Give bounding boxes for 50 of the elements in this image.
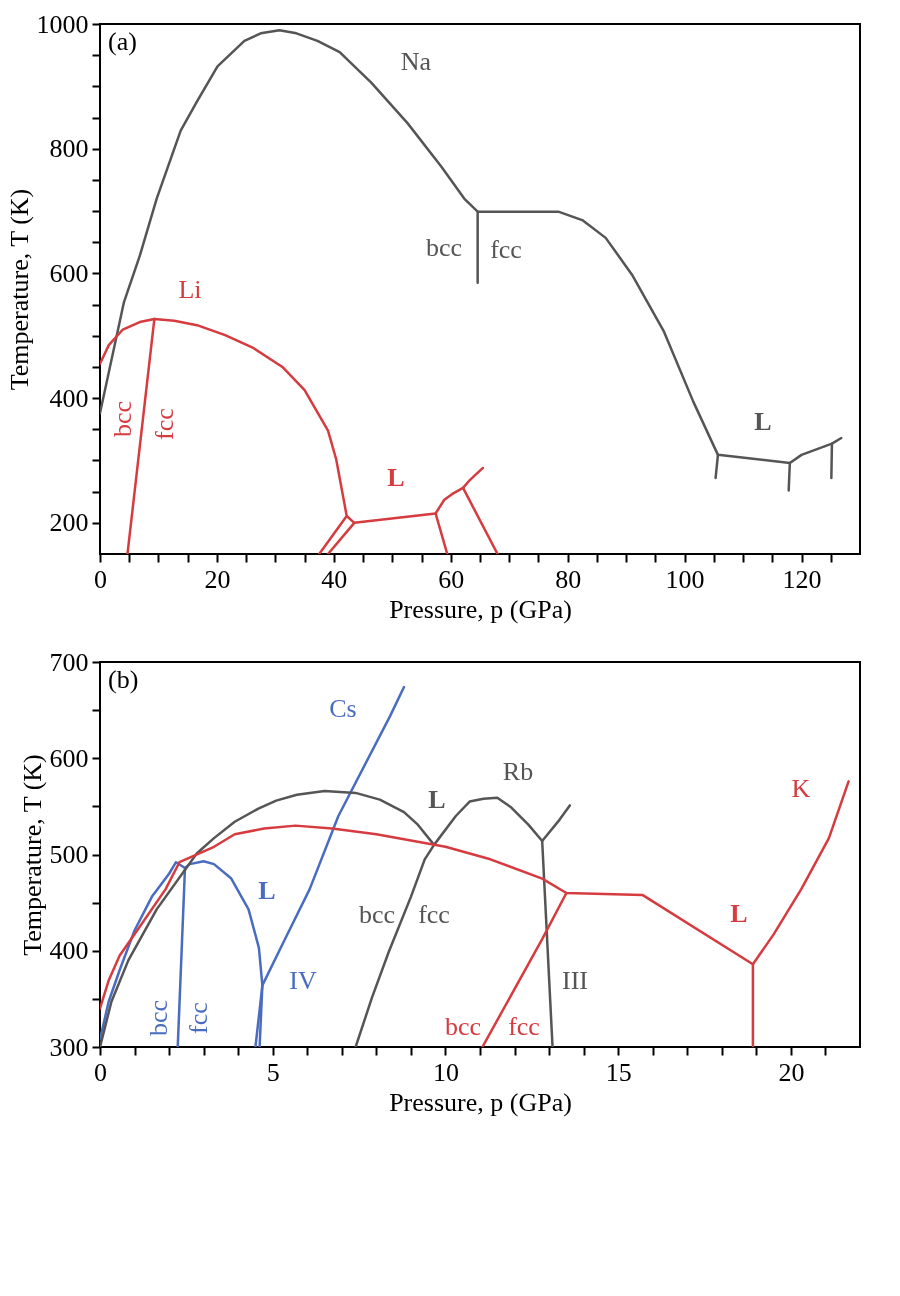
x-tick-label: 0 [94,1057,107,1087]
annotation: Rb [502,757,534,786]
annotation: L [428,785,446,814]
annotation: L [258,876,276,905]
annotation: bcc [144,999,173,1037]
y-tick-label: 800 [49,134,89,164]
x-tick-label: 40 [321,564,348,594]
annotation: L [387,463,405,492]
annotation: IV [289,966,317,995]
y-axis-title: Temperature, T (K) [17,754,47,956]
y-tick-label: 600 [49,743,89,773]
y-tick-label: 700 [49,647,89,677]
annotation: Na [400,47,432,76]
x-axis-title: Pressure, p (GPa) [389,594,572,624]
x-tick-label: 5 [266,1057,280,1087]
annotation: fcc [508,1012,540,1041]
annotation: fcc [184,1002,213,1034]
annotation: Li [178,275,202,304]
annotation: Cs [329,694,357,723]
annotation: III [562,966,588,995]
x-axis-title: Pressure, p (GPa) [389,1087,572,1117]
x-tick-label: 60 [438,564,465,594]
annotation: fcc [418,900,450,929]
y-tick-label: 200 [49,508,89,538]
y-tick-label: 600 [49,258,89,288]
x-tick-label: 80 [555,564,582,594]
x-tick-label: 20 [204,564,231,594]
x-tick-label: 15 [605,1057,632,1087]
y-tick-label: 300 [49,1032,89,1062]
annotation: (a) [108,27,137,56]
annotation: bcc [108,400,137,438]
annotation: L [754,407,772,436]
x-tick-label: 120 [782,564,822,594]
y-tick-label: 500 [49,840,89,869]
y-axis-title: Temperature, T (K) [4,188,34,391]
x-tick-label: 20 [778,1057,805,1087]
annotation: (b) [108,665,139,694]
annotation: fcc [150,408,179,440]
y-tick-label: 1000 [36,9,89,39]
x-tick-label: 0 [94,564,107,594]
y-tick-label: 400 [49,383,89,413]
annotation: bcc [444,1012,482,1041]
annotation: L [730,899,748,928]
annotation: bcc [425,233,463,262]
x-tick-label: 10 [432,1057,459,1087]
y-tick-label: 400 [49,936,89,966]
annotation: bcc [358,900,396,929]
annotation: K [791,774,811,803]
annotation: fcc [490,235,522,264]
x-tick-label: 100 [665,564,705,594]
